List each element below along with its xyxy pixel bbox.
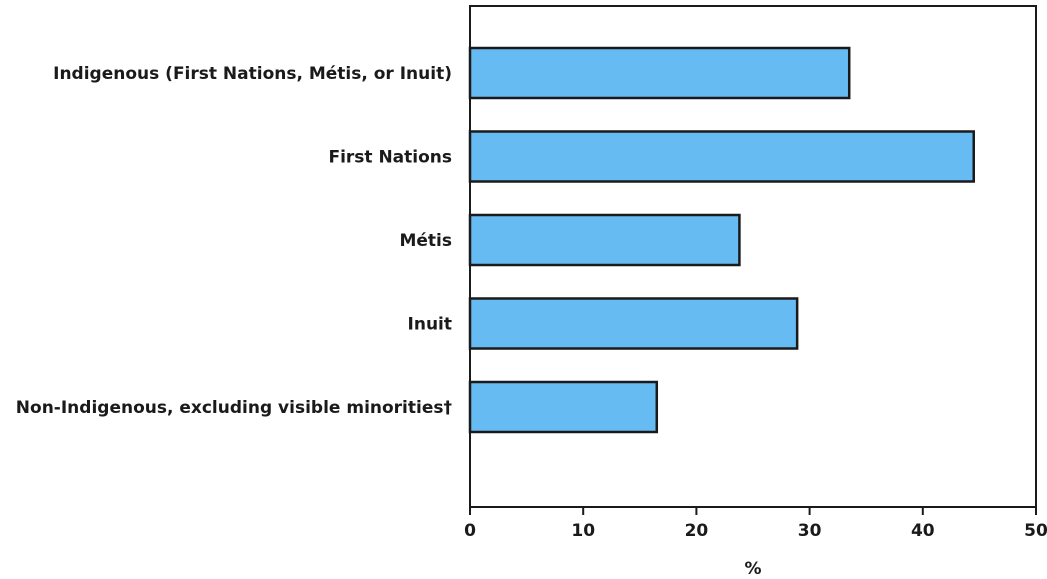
category-labels: Indigenous (First Nations, Métis, or Inu… — [16, 64, 452, 418]
category-label-4: Non-Indigenous, excluding visible minori… — [16, 398, 452, 418]
x-tick-label-3: 30 — [798, 521, 822, 541]
category-label-3: Inuit — [408, 315, 452, 335]
x-axis-tick-labels: 0 10 20 30 40 50 — [464, 521, 1047, 541]
x-tick-label-5: 50 — [1024, 521, 1047, 541]
category-label-1: First Nations — [328, 148, 452, 168]
x-tick-label-2: 20 — [685, 521, 709, 541]
bars-layer — [468, 46, 975, 434]
plot-frame — [469, 5, 1037, 508]
bar-3 — [468, 297, 799, 350]
bar-4 — [468, 380, 659, 434]
x-tick-label-1: 10 — [571, 521, 595, 541]
x-tick-label-4: 40 — [911, 521, 935, 541]
category-label-0: Indigenous (First Nations, Métis, or Inu… — [53, 64, 452, 84]
category-label-2: Métis — [399, 231, 452, 251]
x-tick-label-0: 0 — [464, 521, 476, 541]
x-axis-ticks — [469, 507, 1037, 515]
x-axis-title: % — [744, 559, 761, 579]
bar-0 — [468, 46, 851, 100]
bar-2 — [468, 213, 741, 267]
bar-1 — [468, 130, 975, 183]
